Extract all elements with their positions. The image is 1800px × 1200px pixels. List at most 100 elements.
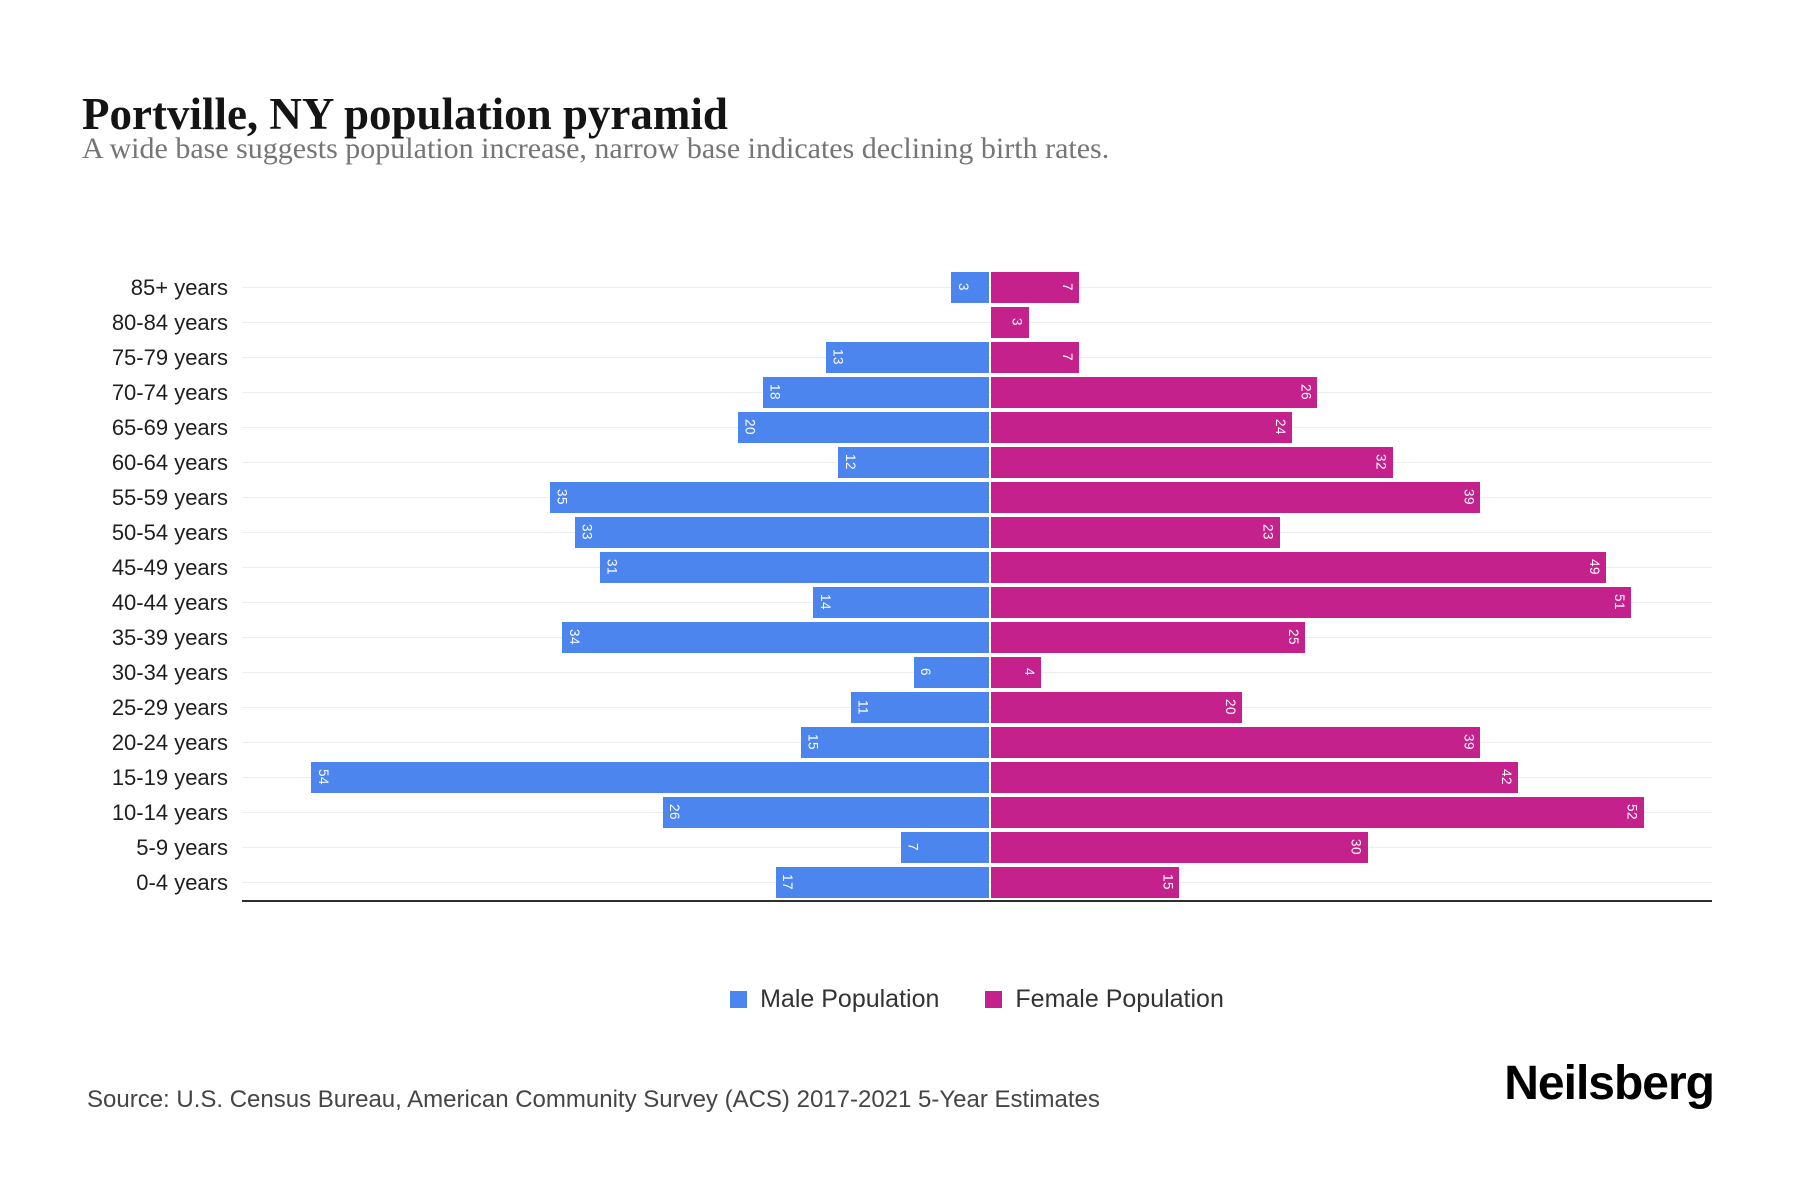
female-bar: 15 [991, 867, 1180, 898]
female-bar: 4 [991, 657, 1042, 688]
row-plot-area: 20 24 [242, 410, 1712, 445]
age-group-label: 45-49 years [111, 555, 228, 580]
gridline [242, 322, 1712, 323]
bar-value-label: 23 [1260, 524, 1276, 541]
pyramid-row: 25-29 years 11 20 [78, 690, 1712, 725]
age-group-label: 35-39 years [111, 625, 228, 650]
row-plot-area: 54 42 [242, 760, 1712, 795]
male-bar: 34 [562, 622, 989, 653]
female-bar: 23 [991, 517, 1280, 548]
male-bar: 17 [775, 867, 989, 898]
female-bar: 32 [991, 447, 1393, 478]
bar-value-label: 52 [1624, 804, 1640, 821]
age-group-label: 5-9 years [136, 835, 228, 860]
age-group-label: 75-79 years [111, 345, 228, 370]
male-bar: 11 [850, 692, 989, 723]
male-bar: 33 [574, 517, 989, 548]
age-group-label: 60-64 years [111, 450, 228, 475]
row-plot-area: 17 15 [242, 865, 1712, 900]
bar-value-label: 3 [1009, 318, 1025, 327]
female-bar: 39 [991, 482, 1481, 513]
bar-value-label: 4 [1022, 668, 1038, 677]
bar-value-label: 33 [579, 524, 595, 541]
population-pyramid-chart: 85+ years 3 7 80-84 years 3 75-79 years 13 7 70-… [78, 270, 1712, 1014]
pyramid-row: 70-74 years 18 26 [78, 375, 1712, 410]
bar-value-label: 11 [855, 699, 871, 715]
bar-value-label: 7 [1059, 283, 1075, 292]
bar-value-label: 39 [1461, 734, 1477, 751]
pyramid-row: 20-24 years 15 39 [78, 725, 1712, 760]
age-group-label: 0-4 years [136, 870, 228, 895]
male-bar: 31 [599, 552, 989, 583]
bar-value-label: 13 [830, 349, 846, 366]
row-plot-area: 26 52 [242, 795, 1712, 830]
pyramid-row: 15-19 years 54 42 [78, 760, 1712, 795]
bar-value-label: 15 [805, 734, 821, 751]
female-bar: 42 [991, 762, 1519, 793]
bar-value-label: 20 [742, 419, 758, 436]
legend: Male Population Female Population [242, 985, 1712, 1014]
male-legend-swatch [730, 991, 748, 1008]
female-bar: 26 [991, 377, 1318, 408]
pyramid-row: 0-4 years 17 15 [78, 865, 1712, 900]
pyramid-row: 10-14 years 26 52 [78, 795, 1712, 830]
row-plot-area: 15 39 [242, 725, 1712, 760]
row-plot-area: 13 7 [242, 340, 1712, 375]
bar-value-label: 34 [566, 629, 582, 646]
row-plot-area: 3 [242, 305, 1712, 340]
pyramid-row: 75-79 years 13 7 [78, 340, 1712, 375]
bar-value-label: 7 [905, 843, 921, 852]
female-bar: 30 [991, 832, 1368, 863]
male-bar: 26 [662, 797, 989, 828]
bar-value-label: 14 [817, 594, 833, 611]
female-bar: 7 [991, 272, 1079, 303]
female-bar: 51 [991, 587, 1632, 618]
row-plot-area: 31 49 [242, 550, 1712, 585]
male-bar: 7 [901, 832, 989, 863]
pyramid-row: 50-54 years 33 23 [78, 515, 1712, 550]
male-bar: 18 [763, 377, 989, 408]
pyramid-row: 35-39 years 34 25 [78, 620, 1712, 655]
legend-item-female: Female Population [985, 985, 1224, 1014]
age-group-label: 55-59 years [111, 485, 228, 510]
source-attribution: Source: U.S. Census Bureau, American Com… [87, 1086, 1100, 1113]
legend-item-male: Male Population [730, 985, 939, 1014]
bar-value-label: 32 [1373, 454, 1389, 471]
bar-value-label: 17 [780, 874, 796, 891]
page-title: Portville, NY population pyramid [82, 89, 728, 140]
pyramid-row: 60-64 years 12 32 [78, 445, 1712, 480]
age-group-label: 15-19 years [111, 765, 228, 790]
male-bar: 20 [738, 412, 989, 443]
pyramid-row: 55-59 years 35 39 [78, 480, 1712, 515]
row-plot-area: 34 25 [242, 620, 1712, 655]
row-plot-area: 7 30 [242, 830, 1712, 865]
bar-value-label: 26 [1298, 384, 1314, 401]
row-plot-area: 33 23 [242, 515, 1712, 550]
age-group-label: 50-54 years [111, 520, 228, 545]
age-group-label: 10-14 years [111, 800, 228, 825]
bar-value-label: 15 [1160, 874, 1176, 891]
row-plot-area: 35 39 [242, 480, 1712, 515]
female-bar: 20 [991, 692, 1242, 723]
bar-value-label: 7 [1059, 353, 1075, 362]
bar-value-label: 42 [1499, 769, 1515, 786]
female-bar: 24 [991, 412, 1293, 443]
bar-value-label: 31 [604, 559, 620, 576]
pyramid-row: 30-34 years 6 4 [78, 655, 1712, 690]
age-group-label: 65-69 years [111, 415, 228, 440]
plot-rows: 85+ years 3 7 80-84 years 3 75-79 years 13 7 70-… [78, 270, 1712, 900]
pyramid-row: 40-44 years 14 51 [78, 585, 1712, 620]
male-bar: 6 [913, 657, 989, 688]
bar-value-label: 6 [918, 668, 934, 677]
male-bar: 35 [549, 482, 989, 513]
bar-value-label: 20 [1223, 699, 1238, 716]
male-bar: 12 [838, 447, 989, 478]
bar-value-label: 3 [955, 283, 971, 292]
bar-value-label: 26 [667, 804, 683, 821]
row-plot-area: 14 51 [242, 585, 1712, 620]
bar-value-label: 49 [1586, 559, 1602, 576]
age-group-label: 25-29 years [111, 695, 228, 720]
pyramid-row: 45-49 years 31 49 [78, 550, 1712, 585]
age-group-label: 85+ years [130, 275, 228, 300]
